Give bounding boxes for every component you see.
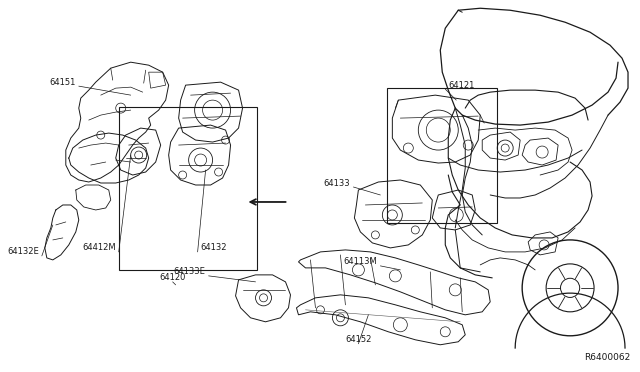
Text: 64151: 64151 — [49, 78, 76, 87]
Text: R6400062: R6400062 — [584, 353, 630, 362]
Text: 64133: 64133 — [324, 179, 351, 187]
Text: 64121: 64121 — [448, 81, 475, 90]
Bar — [387, 88, 497, 223]
Text: 64152: 64152 — [345, 335, 372, 344]
Text: 64113M: 64113M — [344, 257, 378, 266]
Text: 64133E: 64133E — [173, 267, 205, 276]
Text: 64412M: 64412M — [82, 243, 116, 253]
Bar — [119, 107, 257, 270]
Text: 64132: 64132 — [200, 243, 227, 253]
Text: 64132E: 64132E — [7, 247, 39, 256]
Text: 64120: 64120 — [159, 273, 186, 282]
